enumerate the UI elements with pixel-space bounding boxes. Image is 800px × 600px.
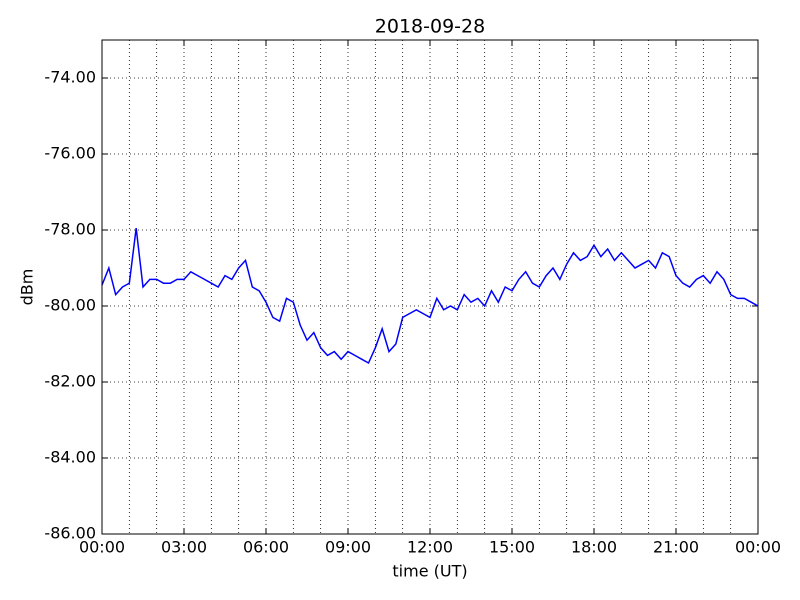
y-tick-label: -86.00 bbox=[44, 524, 96, 543]
x-tick-label: 00:00 bbox=[735, 538, 781, 557]
x-tick-label: 09:00 bbox=[325, 538, 371, 557]
y-tick-label: -80.00 bbox=[44, 296, 96, 315]
chart-title: 2018-09-28 bbox=[375, 16, 485, 38]
y-tick-label: -74.00 bbox=[44, 68, 96, 87]
y-tick-label: -84.00 bbox=[44, 448, 96, 467]
y-tick-label: -82.00 bbox=[44, 372, 96, 391]
x-tick-label: 03:00 bbox=[161, 538, 207, 557]
x-tick-label: 18:00 bbox=[571, 538, 617, 557]
plot-frame bbox=[101, 39, 759, 535]
x-tick-label: 21:00 bbox=[653, 538, 699, 557]
x-tick-label: 12:00 bbox=[407, 538, 453, 557]
y-tick-label: -76.00 bbox=[44, 144, 96, 163]
x-tick-label: 00:00 bbox=[79, 538, 125, 557]
x-axis-label: time (UT) bbox=[392, 562, 467, 581]
data-line bbox=[101, 228, 759, 365]
y-axis-label: dBm bbox=[18, 269, 37, 306]
y-tick-label: -78.00 bbox=[44, 220, 96, 239]
x-tick-label: 06:00 bbox=[243, 538, 289, 557]
x-tick-label: 15:00 bbox=[489, 538, 535, 557]
